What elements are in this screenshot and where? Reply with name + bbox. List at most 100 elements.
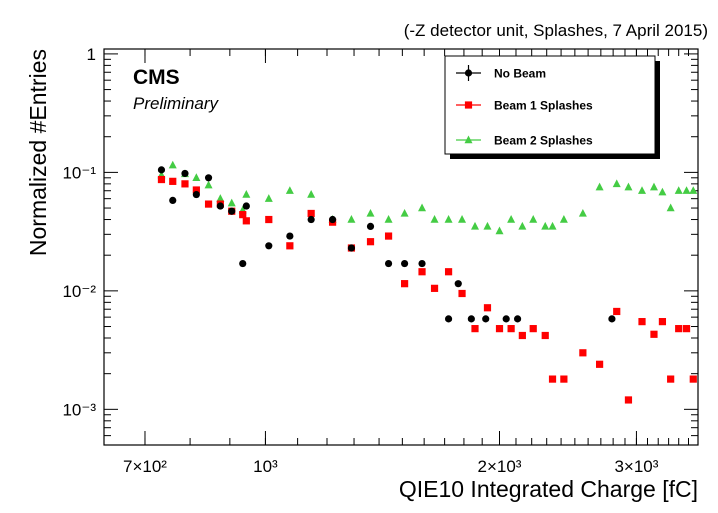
x-tick-label: 3×10³ xyxy=(614,457,658,476)
triangle-point xyxy=(674,186,683,194)
square-point xyxy=(638,318,646,326)
circle-point xyxy=(513,315,522,323)
square-point xyxy=(483,304,492,312)
circle-point xyxy=(242,202,250,210)
circle-point xyxy=(157,166,166,174)
square-point xyxy=(265,215,273,224)
square-point xyxy=(239,211,247,219)
triangle-point xyxy=(264,194,273,202)
legend-marker xyxy=(464,135,473,144)
y-tick-label: 10⁻² xyxy=(62,282,96,301)
circle-point xyxy=(307,215,315,224)
square-point xyxy=(689,375,697,383)
square-point xyxy=(366,238,375,246)
triangle-point xyxy=(483,221,492,230)
square-point xyxy=(560,375,568,383)
square-point xyxy=(658,318,667,326)
circle-point xyxy=(502,315,510,323)
circle-point xyxy=(286,232,294,240)
series-no-beam xyxy=(157,166,616,323)
triangle-point xyxy=(400,208,409,217)
square-point xyxy=(307,209,315,218)
triangle-point xyxy=(192,173,201,182)
x-tick-label: 7×10² xyxy=(123,457,167,476)
circle-point xyxy=(418,259,426,268)
triangle-point xyxy=(578,208,587,217)
x-axis-title: QIE10 Integrated Charge [fC] xyxy=(399,476,698,502)
circle-point xyxy=(239,259,247,268)
circle-point xyxy=(228,207,236,215)
status-label: Preliminary xyxy=(133,94,220,113)
square-point xyxy=(613,307,621,316)
square-point xyxy=(242,217,250,225)
square-point xyxy=(518,331,526,340)
square-point xyxy=(384,232,393,240)
square-point xyxy=(541,331,549,340)
circle-point xyxy=(192,190,200,199)
square-point xyxy=(624,396,633,404)
x-tick-label: 10³ xyxy=(253,457,278,476)
circle-point xyxy=(401,259,409,268)
triangle-point xyxy=(307,190,316,198)
circle-point xyxy=(482,315,490,323)
triangle-point xyxy=(548,221,557,230)
triangle-point xyxy=(518,221,527,230)
triangle-point xyxy=(168,160,177,169)
square-point xyxy=(682,325,691,333)
square-point xyxy=(444,268,453,276)
data-points xyxy=(157,160,698,404)
square-point xyxy=(286,242,294,250)
triangle-point xyxy=(649,182,658,191)
square-point xyxy=(418,268,426,276)
triangle-point xyxy=(507,215,516,223)
triangle-point xyxy=(444,215,453,223)
triangle-point xyxy=(638,186,647,194)
top-note: (-Z detector unit, Splashes, 7 April 201… xyxy=(404,21,708,40)
square-point xyxy=(471,325,479,333)
circle-point xyxy=(608,315,616,323)
square-point xyxy=(595,360,604,368)
triangle-point xyxy=(227,198,236,207)
triangle-point xyxy=(204,180,213,189)
square-point xyxy=(157,175,166,184)
legend-marker xyxy=(464,101,473,109)
circle-point xyxy=(204,174,213,182)
square-point xyxy=(650,330,658,338)
triangle-point xyxy=(384,215,393,223)
circle-point xyxy=(366,222,375,230)
square-point xyxy=(204,200,213,208)
legend: No Beam Beam 1 Splashes Beam 2 Splashes xyxy=(444,55,660,159)
circle-point xyxy=(454,280,462,288)
circle-point xyxy=(181,169,189,178)
y-tick-label: 10⁻³ xyxy=(62,400,96,419)
circle-point xyxy=(444,315,453,323)
legend-label: Beam 1 Splashes xyxy=(494,99,593,113)
circle-point xyxy=(265,242,273,250)
legend-label: Beam 2 Splashes xyxy=(494,134,593,148)
triangle-point xyxy=(682,186,691,194)
legend-label: No Beam xyxy=(494,67,546,81)
circle-point xyxy=(216,202,224,210)
circle-point xyxy=(328,215,337,224)
square-point xyxy=(667,375,675,383)
circle-point xyxy=(169,196,177,205)
square-point xyxy=(430,284,439,292)
circle-point xyxy=(467,315,475,323)
triangle-point xyxy=(658,187,667,196)
triangle-point xyxy=(559,215,568,223)
triangle-point xyxy=(624,182,633,191)
triangle-point xyxy=(285,186,294,194)
triangle-point xyxy=(458,215,467,223)
triangle-point xyxy=(529,215,538,223)
y-tick-label: 1 xyxy=(87,45,96,64)
x-tick-label: 2×10³ xyxy=(478,457,522,476)
circle-point xyxy=(384,259,393,268)
triangle-point xyxy=(242,190,251,198)
circle-point xyxy=(347,244,356,252)
triangle-point xyxy=(541,221,550,230)
square-point xyxy=(192,186,200,194)
square-point xyxy=(495,325,504,333)
y-axis-title: Normalized #Entries xyxy=(25,49,51,256)
square-point xyxy=(548,375,557,383)
